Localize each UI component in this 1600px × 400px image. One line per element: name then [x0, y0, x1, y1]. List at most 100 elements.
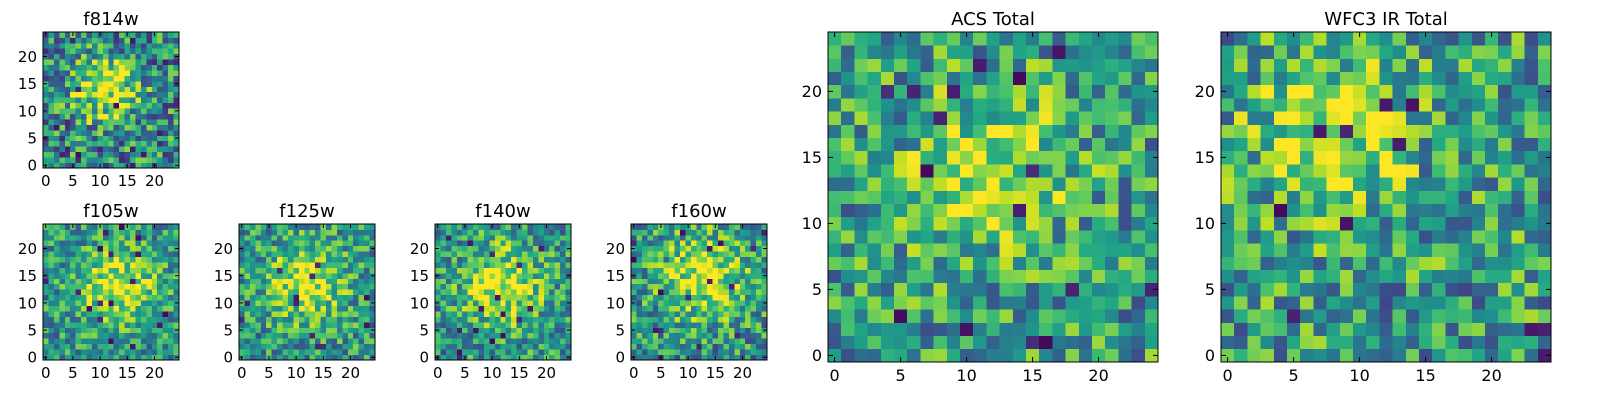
heatmap-cell: [1144, 256, 1159, 270]
heatmap-cell: [162, 140, 169, 147]
heatmap-cell: [108, 97, 115, 104]
heatmap-cell: [728, 229, 735, 236]
heatmap-cell: [1471, 111, 1486, 125]
heatmap-cell: [1524, 124, 1539, 138]
heatmap-cell: [168, 332, 174, 339]
heatmap-cell: [440, 289, 447, 296]
heatmap-cell: [701, 305, 708, 312]
heatmap-cell: [435, 321, 441, 328]
heatmap-cell: [81, 332, 87, 339]
heatmap-cell: [999, 322, 1014, 336]
heatmap-cell: [1485, 71, 1499, 86]
heatmap-cell: [973, 335, 987, 350]
heatmap-cell: [64, 316, 71, 323]
heatmap-cell: [456, 289, 463, 296]
heatmap-cell: [867, 335, 882, 350]
heatmap-cell: [500, 251, 507, 258]
heatmap-cell: [1353, 111, 1367, 125]
heatmap-cell: [347, 327, 354, 334]
heatmap-cell: [309, 305, 316, 312]
heatmap-cell: [151, 113, 158, 120]
heatmap-cell: [1511, 203, 1525, 218]
heatmap-cell: [473, 300, 479, 306]
heatmap-cell: [244, 267, 251, 274]
heatmap-cell: [451, 289, 458, 296]
heatmap-cell: [647, 240, 654, 247]
heatmap-cell: [86, 108, 93, 114]
heatmap-cell: [1432, 84, 1446, 99]
heatmap-cell: [1287, 58, 1301, 72]
heatmap-cell: [641, 300, 648, 306]
heatmap-cell: [435, 311, 441, 317]
heatmap-cell: [1065, 164, 1080, 178]
heatmap-cell: [320, 321, 327, 328]
heatmap-cell: [1065, 58, 1080, 72]
heatmap-cell: [1524, 177, 1539, 191]
heatmap-cell: [1313, 269, 1327, 284]
heatmap-cell: [1405, 322, 1420, 336]
heatmap-cell: [86, 48, 93, 55]
heatmap-cell: [1300, 296, 1314, 310]
heatmap-cell: [1144, 111, 1159, 125]
heatmap-cell: [75, 272, 82, 279]
heatmap-cell: [696, 311, 703, 317]
heatmap-cell: [1485, 58, 1499, 72]
heatmap-cell: [140, 229, 147, 236]
heatmap-cell: [854, 230, 868, 244]
heatmap-cell: [135, 354, 142, 361]
heatmap-cell: [473, 354, 479, 361]
heatmap-cell: [986, 164, 1000, 178]
heatmap-cell: [739, 267, 746, 274]
heatmap-cell: [647, 354, 654, 361]
heatmap-cell: [102, 262, 109, 268]
heatmap-cell: [282, 332, 289, 339]
heatmap-cell: [97, 59, 104, 66]
heatmap-cell: [173, 124, 180, 131]
heatmap-cell: [867, 111, 882, 125]
heatmap-cell: [271, 262, 278, 268]
heatmap-cell: [920, 335, 934, 350]
heatmap-cell: [483, 251, 490, 258]
heatmap-cell: [140, 102, 147, 109]
heatmap-cell: [157, 311, 164, 317]
heatmap-cell: [86, 343, 93, 350]
heatmap-cell: [358, 300, 365, 306]
heatmap-cell: [1118, 58, 1132, 72]
heatmap-cell: [946, 150, 961, 165]
heatmap-cell: [1234, 150, 1248, 165]
x-tick-label: 20: [341, 364, 360, 382]
heatmap-cell: [364, 224, 370, 230]
heatmap-cell: [761, 251, 768, 258]
heatmap-cell: [1052, 296, 1066, 310]
heatmap-cell: [304, 338, 311, 345]
heatmap-cell: [960, 309, 974, 323]
heatmap-cell: [467, 294, 474, 301]
heatmap-cell: [102, 140, 109, 147]
heatmap-cell: [1078, 177, 1093, 191]
heatmap-cell: [999, 111, 1014, 125]
heatmap-cell: [745, 240, 752, 247]
heatmap-cell: [1366, 282, 1380, 297]
heatmap-cell: [1039, 309, 1053, 323]
heatmap-cell: [999, 230, 1014, 244]
heatmap-cell: [522, 283, 528, 290]
heatmap-cell: [43, 91, 49, 98]
heatmap-cell: [162, 70, 169, 76]
heatmap-cell: [320, 289, 327, 296]
heatmap-cell: [1313, 124, 1327, 138]
heatmap-cell: [920, 111, 934, 125]
heatmap-cell: [124, 113, 131, 120]
heatmap-cell: [358, 316, 365, 323]
heatmap-cell: [102, 102, 109, 109]
x-tick-label: 0: [1223, 366, 1233, 385]
heatmap-cell: [53, 240, 60, 247]
heatmap-cell: [1392, 282, 1407, 297]
heatmap-cell: [907, 269, 921, 284]
heatmap-cell: [867, 322, 882, 336]
heatmap-cell: [130, 59, 136, 66]
heatmap-cell: [679, 300, 686, 306]
heatmap-cell: [946, 216, 961, 231]
heatmap-cell: [1273, 203, 1288, 218]
heatmap-cell: [151, 48, 158, 55]
heatmap-cell: [130, 283, 136, 290]
